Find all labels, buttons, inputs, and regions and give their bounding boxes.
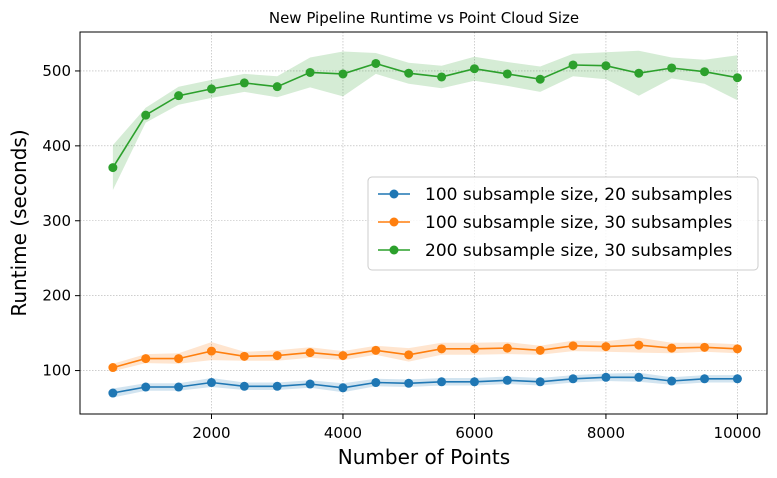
series-2-point [601, 342, 611, 352]
series-1-point [305, 379, 315, 389]
series-2-point [667, 343, 677, 353]
series-3-point [338, 69, 348, 79]
x-tick-label: 10000 [714, 424, 762, 442]
series-1-point [502, 375, 512, 385]
series-1-point [667, 376, 677, 386]
series-2-point [732, 344, 742, 354]
plot-area-frame [79, 31, 768, 415]
series-2-point [404, 350, 414, 360]
series-1-point [338, 383, 348, 393]
series-2-point [700, 342, 710, 352]
legend-marker-swatch [389, 217, 399, 227]
x-tick-label: 8000 [587, 424, 625, 442]
series-points [108, 58, 742, 398]
y-axis-ticks: 100 200 300 400 500 [42, 62, 80, 380]
series-2-band [112, 337, 738, 372]
series-2-point [174, 354, 184, 364]
series-2-point [469, 344, 479, 354]
series-1-point [239, 381, 249, 391]
series-1-point [174, 382, 184, 392]
series-1-point [141, 382, 151, 392]
y-tick-label: 100 [42, 362, 71, 380]
legend-marker-swatch [389, 245, 399, 255]
legend-box [367, 176, 759, 271]
series-2-point [437, 344, 447, 354]
legend-label: 100 subsample size, 20 subsamples [425, 185, 733, 205]
series-3-point [437, 72, 447, 82]
series-1-point [535, 377, 545, 387]
series-1-point [206, 378, 216, 388]
y-tick-label: 200 [42, 287, 71, 305]
chart-title: New Pipeline Runtime vs Point Cloud Size [269, 9, 579, 27]
y-tick-label: 400 [42, 137, 71, 155]
series-3-point [404, 68, 414, 78]
legend-marker-swatch [389, 189, 399, 199]
series-3-point [239, 78, 249, 88]
series-2-point [206, 346, 216, 356]
series-3-line [112, 62, 738, 169]
x-tick-label: 2000 [192, 424, 230, 442]
series-2-line [112, 344, 738, 369]
series-2-point [338, 351, 348, 361]
series-3-point [568, 60, 578, 70]
series-3-point [667, 63, 677, 73]
y-tick-label: 300 [42, 212, 71, 230]
series-3-point [634, 68, 644, 78]
series-2-point [371, 345, 381, 355]
series-3-point [305, 67, 315, 77]
series-2-point [239, 351, 249, 361]
series-2-point [108, 363, 118, 373]
series-2-point [305, 348, 315, 358]
series-3-point [206, 84, 216, 94]
series-1-point [108, 388, 118, 398]
x-axis-label: Number of Points [338, 445, 510, 469]
series-2-point [141, 354, 151, 364]
series-1-point [272, 381, 282, 391]
series-1-point [568, 374, 578, 384]
series-1-line [112, 376, 738, 394]
series-2-point [535, 345, 545, 355]
x-tick-label: 6000 [455, 424, 493, 442]
series-1-point [634, 372, 644, 382]
series-3-point [141, 110, 151, 120]
series-1-point [437, 377, 447, 387]
series-2-point [502, 343, 512, 353]
series-3-point [174, 91, 184, 101]
series-1-point [732, 374, 742, 384]
series-1-point [371, 378, 381, 388]
x-axis-ticks: 2000 4000 6000 8000 10000 [192, 414, 761, 442]
series-lines [112, 62, 738, 394]
series-3-point [469, 64, 479, 74]
series-3-point [700, 67, 710, 77]
y-tick-label: 500 [42, 62, 71, 80]
legend: 100 subsample size, 20 subsamples 100 sub… [367, 176, 759, 271]
series-2-point [634, 340, 644, 350]
series-1-point [469, 377, 479, 387]
series-3-band [112, 50, 738, 191]
series-1-band [112, 372, 738, 398]
series-1-point [700, 374, 710, 384]
series-3-point [371, 58, 381, 68]
series-3-point [272, 82, 282, 92]
series-3-point [601, 61, 611, 71]
legend-label: 100 subsample size, 30 subsamples [425, 213, 733, 233]
legend-label: 200 subsample size, 30 subsamples [425, 241, 733, 261]
series-1-point [404, 378, 414, 388]
series-3-point [502, 69, 512, 79]
series-3-point [732, 73, 742, 83]
series-1-point [601, 372, 611, 382]
y-axis-label: Runtime (seconds) [7, 129, 31, 316]
series-3-point [108, 163, 118, 173]
x-tick-label: 4000 [324, 424, 362, 442]
series-2-point [568, 341, 578, 351]
series-2-point [272, 351, 282, 361]
series-3-point [535, 74, 545, 84]
